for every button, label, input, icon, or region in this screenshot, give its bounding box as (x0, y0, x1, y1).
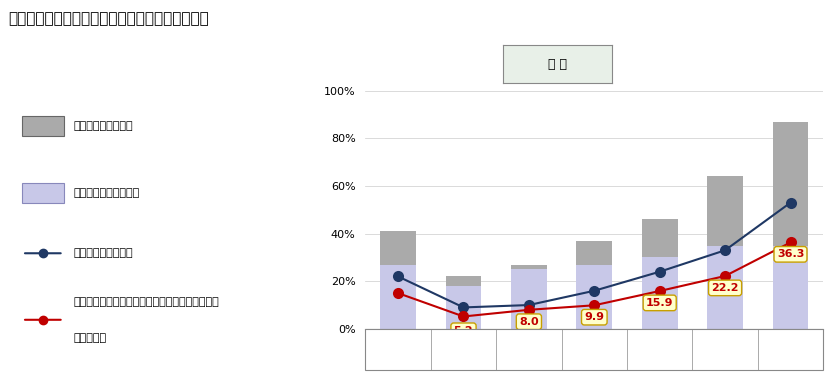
Text: 改善したい: 改善したい (74, 333, 107, 343)
Text: 何か良い商品やサービスを利用することで解消・: 何か良い商品やサービスを利用することで解消・ (74, 297, 219, 307)
Bar (445, 286, 481, 329)
Bar (511, 269, 547, 329)
Text: 8.0: 8.0 (519, 317, 538, 327)
Bar (773, 122, 808, 246)
Bar (511, 265, 547, 269)
Bar (707, 246, 743, 329)
Bar (381, 265, 416, 329)
Bar (576, 265, 612, 329)
Bar (707, 177, 743, 246)
Bar (445, 276, 481, 286)
Bar (381, 231, 416, 265)
Bar (773, 246, 808, 329)
Text: 36.3: 36.3 (777, 249, 804, 259)
Text: 発生頼度：たまにある: 発生頼度：たまにある (74, 188, 140, 198)
Text: 22.2: 22.2 (711, 283, 739, 293)
Bar (576, 241, 612, 265)
Text: 5.2: 5.2 (454, 326, 473, 336)
Text: 15.9: 15.9 (646, 298, 674, 308)
Text: 全 体: 全 体 (548, 58, 567, 71)
Bar (22, 183, 64, 203)
Text: 発生頼度：よくある: 発生頼度：よくある (74, 121, 134, 131)
Bar (642, 219, 678, 257)
Text: 生活に支障を感じる: 生活に支障を感じる (74, 248, 134, 258)
Text: 困りごと：何かにつかまらないと立ち座りが大変: 困りごと：何かにつかまらないと立ち座りが大変 (8, 11, 209, 26)
Bar (22, 116, 64, 136)
Bar (642, 257, 678, 329)
Text: 9.9: 9.9 (585, 312, 604, 322)
